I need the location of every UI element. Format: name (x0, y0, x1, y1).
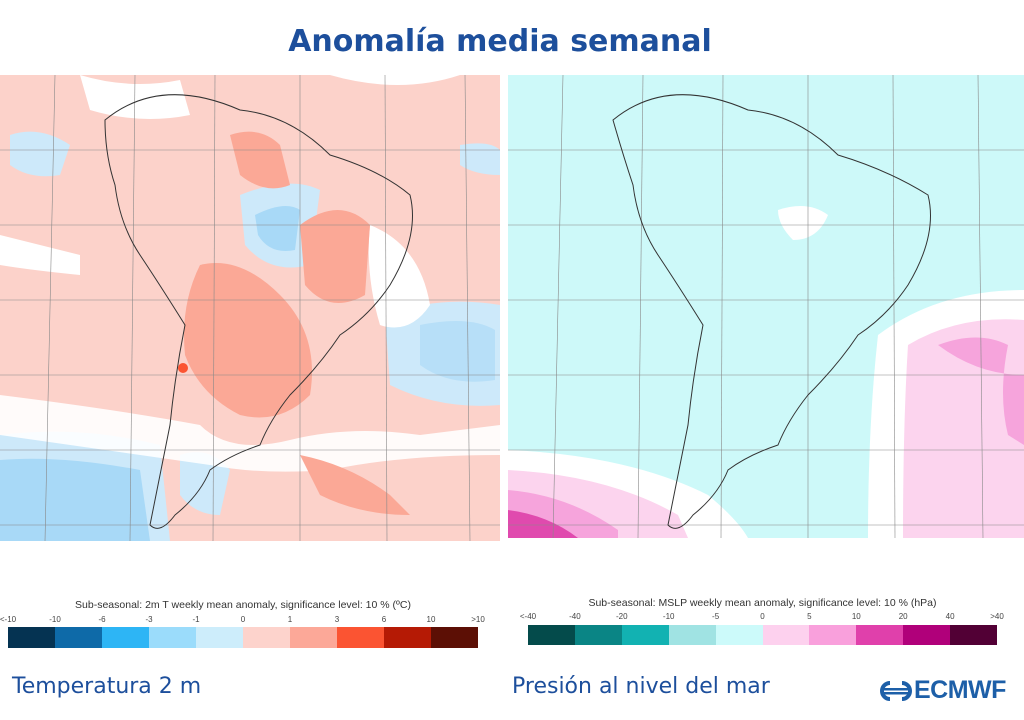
colorbar-swatch (528, 625, 575, 645)
colorbar-tick-label: -10 (49, 615, 61, 624)
colorbar-swatch (337, 627, 384, 648)
south-america-outline (612, 94, 931, 529)
ecmwf-logo-text: ECMWF (914, 676, 1006, 704)
colorbar-swatch (715, 625, 763, 645)
mslp-colorbar-ticks: <-40 -40 -20 -10 -5 0 5 10 20 40 >40 (520, 612, 1004, 624)
temperature-colorbar-title: Sub-seasonal: 2m T weekly mean anomaly, … (75, 599, 411, 611)
colorbar-swatch (290, 627, 337, 648)
page-title: Anomalía media semanal (288, 24, 712, 59)
colorbar-swatch (196, 627, 243, 648)
colorbar-tick-label: 6 (381, 615, 387, 624)
colorbar-swatch (809, 625, 857, 645)
colorbar-tick-label: -40 (569, 612, 581, 621)
colorbar-tick-label: -5 (712, 612, 720, 621)
colorbar-tick-label: 3 (334, 615, 340, 624)
grid-lines (0, 75, 500, 541)
colorbar-tick-label: -6 (98, 615, 106, 624)
warm-anomaly-areas (178, 131, 410, 515)
colorbar-swatch (149, 627, 196, 648)
mslp-colorbar-title: Sub-seasonal: MSLP weekly mean anomaly, … (588, 597, 937, 609)
colorbar-tick-label: 40 (945, 612, 955, 621)
colorbar-swatch (55, 627, 102, 648)
colorbar-tick-label: 5 (807, 612, 812, 621)
temperature-panel-label: Temperatura 2 m (12, 674, 202, 699)
ecmwf-logo-icon (880, 680, 912, 701)
mslp-anomaly-map (508, 75, 1024, 538)
temperature-colorbar (8, 627, 478, 648)
colorbar-swatch (762, 625, 810, 645)
colorbar-tick-label: 10 (426, 615, 436, 624)
colorbar-tick-label: 10 (851, 612, 861, 621)
colorbar-swatch (243, 627, 290, 648)
colorbar-tick-label: -10 (662, 612, 675, 621)
colorbar-tick-label: 0 (240, 615, 246, 624)
temperature-anomaly-map (0, 75, 500, 541)
neutral-areas (0, 75, 500, 472)
colorbar-tick-label: -1 (192, 615, 200, 624)
colorbar-tick-label: >40 (990, 612, 1004, 621)
colorbar-swatch (384, 627, 431, 648)
colorbar-tick-label: 20 (898, 612, 908, 621)
ecmwf-logo: ECMWF (878, 676, 1006, 705)
grid-lines (508, 75, 1024, 538)
colorbar-swatch (950, 625, 998, 645)
positive-anomaly-areas (508, 206, 1024, 538)
colorbar-tick-label: -20 (616, 612, 628, 621)
colorbar-swatch (621, 625, 669, 645)
mslp-panel-label: Presión al nivel del mar (512, 674, 770, 699)
temperature-colorbar-ticks: <-10 -10 -6 -3 -1 0 1 3 6 10 >10 (0, 615, 485, 627)
colorbar-tick-label: -3 (145, 615, 153, 624)
mslp-colorbar (528, 625, 998, 645)
colorbar-tick-label: >10 (471, 615, 485, 624)
colorbar-tick-label: <-10 (0, 615, 17, 624)
colorbar-swatch (8, 627, 55, 648)
colorbar-tick-label: 1 (287, 615, 293, 624)
colorbar-tick-label: <-40 (519, 612, 537, 621)
south-america-outline (104, 94, 413, 529)
colorbar-tick-label: 0 (760, 612, 765, 621)
colorbar-swatch (856, 625, 904, 645)
colorbar-swatch (102, 627, 149, 648)
colorbar-swatch (903, 625, 951, 645)
colorbar-swatch (431, 627, 478, 648)
colorbar-swatch (574, 625, 622, 645)
colorbar-swatch (668, 625, 716, 645)
